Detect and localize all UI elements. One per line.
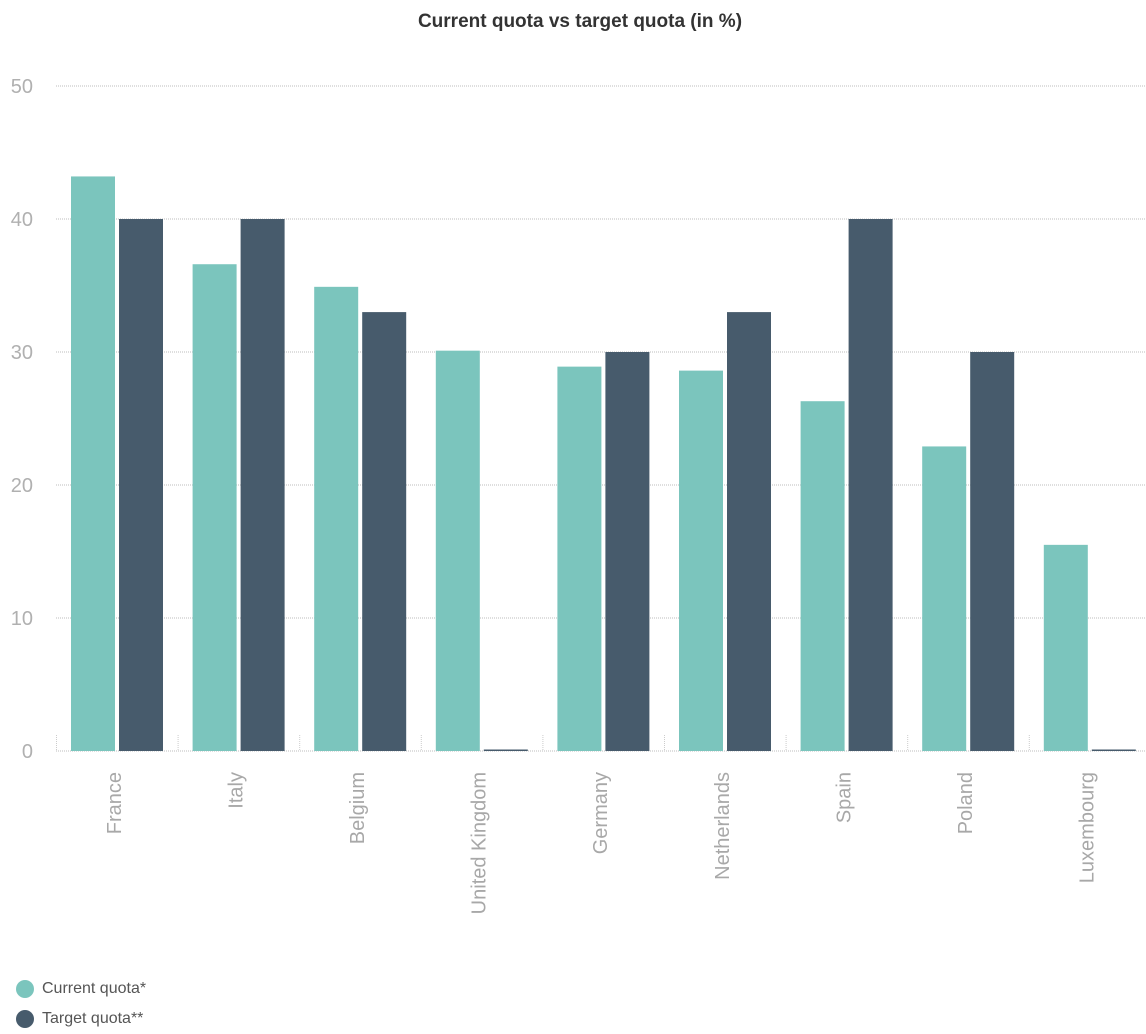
y-tick-label: 50 — [11, 76, 33, 98]
bar-target-united-kingdom[interactable] — [484, 750, 528, 752]
x-tick-label: Luxembourg — [1077, 772, 1099, 883]
x-tick-label: France — [104, 772, 126, 834]
bar-current-belgium[interactable] — [314, 287, 358, 751]
x-tick-label: Italy — [225, 772, 247, 809]
x-axis-ticks: France Italy Belgium United Kingdom Germany N… — [57, 735, 1146, 914]
bar-target-italy[interactable] — [241, 219, 285, 751]
legend-item-target[interactable]: Target quota** — [16, 1004, 146, 1034]
bar-target-france[interactable] — [119, 219, 163, 751]
bar-current-italy[interactable] — [193, 264, 237, 751]
bar-current-luxembourg[interactable] — [1044, 545, 1088, 751]
y-tick-label: 0 — [22, 741, 33, 763]
x-tick-label: United Kingdom — [469, 772, 491, 914]
bar-current-united-kingdom[interactable] — [436, 351, 480, 751]
bar-target-poland[interactable] — [970, 352, 1014, 751]
legend-swatch-current — [16, 980, 34, 998]
y-tick-label: 30 — [11, 342, 33, 364]
legend-swatch-target — [16, 1010, 34, 1028]
x-tick-label: Germany — [590, 772, 612, 854]
bar-target-belgium[interactable] — [362, 312, 406, 751]
bar-target-germany[interactable] — [605, 352, 649, 751]
y-tick-label: 40 — [11, 209, 33, 231]
bar-target-netherlands[interactable] — [727, 312, 771, 751]
bar-current-germany[interactable] — [557, 367, 601, 751]
y-tick-label: 20 — [11, 475, 33, 497]
x-tick-label: Poland — [955, 772, 977, 834]
bar-current-france[interactable] — [71, 176, 115, 751]
x-tick-label: Belgium — [347, 772, 369, 844]
y-axis-ticks: 0 10 20 30 40 50 — [11, 76, 33, 763]
bar-current-poland[interactable] — [922, 446, 966, 751]
x-tick-label: Netherlands — [712, 772, 734, 880]
legend-item-current[interactable]: Current quota* — [16, 974, 146, 1004]
bar-current-netherlands[interactable] — [679, 371, 723, 751]
bar-target-luxembourg[interactable] — [1092, 750, 1136, 752]
y-tick-label: 10 — [11, 608, 33, 630]
bar-current-spain[interactable] — [801, 401, 845, 751]
legend: Current quota* Target quota** — [16, 974, 146, 1034]
chart-title: Current quota vs target quota (in %) — [418, 11, 742, 32]
bar-target-spain[interactable] — [849, 219, 893, 751]
legend-label-current: Current quota* — [42, 980, 146, 998]
bars — [71, 176, 1136, 751]
x-tick-label: Spain — [833, 772, 855, 823]
legend-label-target: Target quota** — [42, 1010, 143, 1028]
